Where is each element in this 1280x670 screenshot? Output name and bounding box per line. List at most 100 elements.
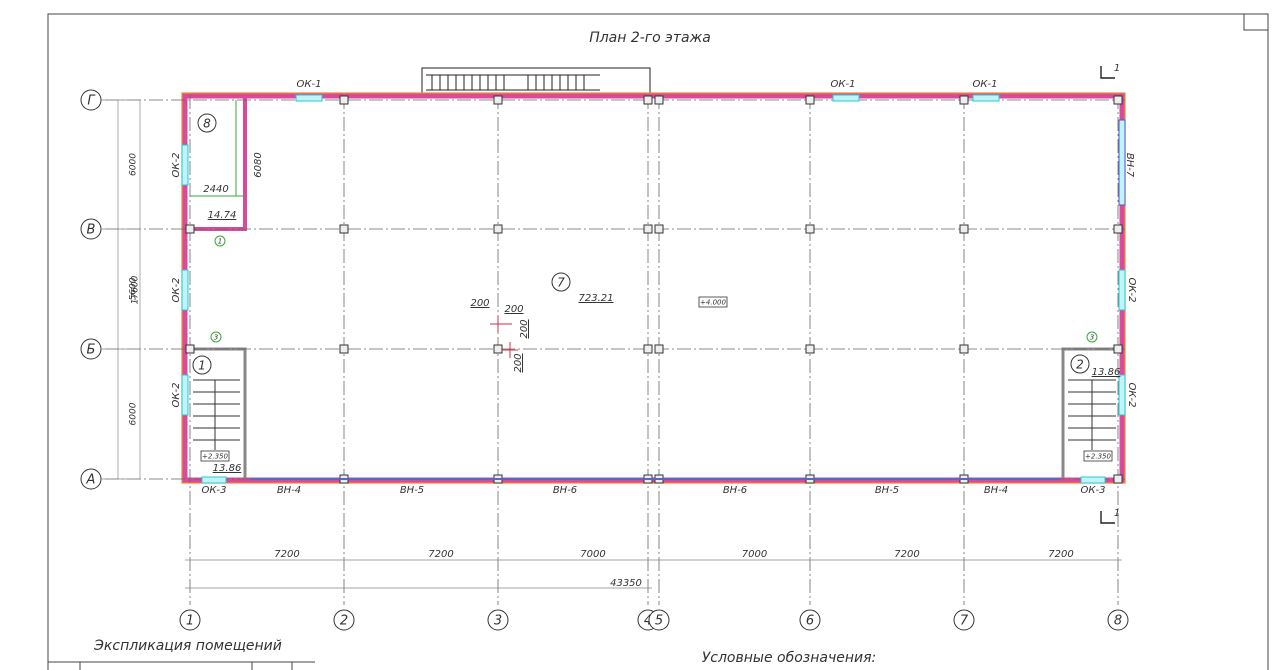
callout-label: 3 xyxy=(214,334,218,342)
column xyxy=(654,95,664,105)
column xyxy=(339,344,349,354)
outer-wall xyxy=(182,93,1125,483)
legend-title: Условные обозначения: xyxy=(702,650,876,666)
axis-label: 7 xyxy=(960,614,969,629)
dim-text: 5600 xyxy=(129,277,139,300)
column xyxy=(959,344,969,354)
marker-lines xyxy=(490,316,518,358)
window xyxy=(1080,476,1106,484)
window xyxy=(1118,119,1126,206)
opening-label: ОК-2 xyxy=(1126,278,1137,303)
opening-label: ВН-7 xyxy=(1124,153,1135,178)
marker-dim: 200 xyxy=(519,319,530,338)
opening-label: ОК-2 xyxy=(1126,383,1137,408)
axis-label: 3 xyxy=(494,614,502,629)
opening-label: ОК-2 xyxy=(171,153,182,178)
room-number: 2 xyxy=(1076,358,1084,372)
room-area: 13.86 xyxy=(213,463,242,474)
explication-title: Экспликация помещений xyxy=(93,638,282,654)
room-number: 8 xyxy=(203,117,211,131)
axis-bubble xyxy=(1107,609,1129,631)
level-box xyxy=(200,450,230,462)
column xyxy=(959,224,969,234)
dim-text: 6000 xyxy=(129,153,139,176)
column xyxy=(959,95,969,105)
window xyxy=(201,476,227,484)
dim-text: 6000 xyxy=(129,402,139,425)
stairs-top xyxy=(421,67,651,95)
level-mark: +4.000 xyxy=(700,299,726,307)
column xyxy=(805,344,815,354)
level-mark: +2.350 xyxy=(202,453,228,461)
column xyxy=(805,95,815,105)
callout-label: 1 xyxy=(218,238,222,246)
opening-label: ОК-1 xyxy=(831,79,856,90)
column xyxy=(805,224,815,234)
window xyxy=(832,94,860,102)
dim-text: 7200 xyxy=(1048,549,1073,560)
window xyxy=(181,144,189,186)
axis-label: 4 xyxy=(644,614,652,629)
column xyxy=(339,224,349,234)
opening-label: ВН-4 xyxy=(984,485,1008,496)
column xyxy=(185,224,195,234)
column xyxy=(493,95,503,105)
column xyxy=(643,344,653,354)
window xyxy=(972,94,1000,102)
column xyxy=(1113,224,1123,234)
column xyxy=(493,344,503,354)
opening-label: ВН-5 xyxy=(875,485,899,496)
opening-label: ОК-3 xyxy=(202,485,227,496)
column xyxy=(654,224,664,234)
dim-text: 7000 xyxy=(580,549,605,560)
room-bubble xyxy=(1070,354,1090,374)
marker-dim: 200 xyxy=(504,304,523,315)
opening-label: ОК-3 xyxy=(1081,485,1106,496)
callout-label: 3 xyxy=(1090,334,1094,342)
window xyxy=(1118,374,1126,416)
total-height-dim: 17600 xyxy=(131,275,141,304)
room-number: 7 xyxy=(557,276,565,290)
dim-text: 7200 xyxy=(894,549,919,560)
opening-label: ОК-2 xyxy=(171,278,182,303)
window xyxy=(1118,269,1126,311)
window xyxy=(295,94,323,102)
column xyxy=(185,344,195,354)
opening-label: ВН-5 xyxy=(400,485,424,496)
opening-label: ВН-6 xyxy=(553,485,577,496)
dim-text: 7000 xyxy=(742,549,767,560)
callout xyxy=(1086,331,1098,343)
level-box xyxy=(698,296,728,308)
column xyxy=(1113,95,1123,105)
dim-text: 6080 xyxy=(253,152,264,177)
column xyxy=(654,344,664,354)
explication-table xyxy=(48,661,315,670)
opening-label: ВН-4 xyxy=(277,485,301,496)
axis-label: Г xyxy=(87,94,96,109)
axis-bubble xyxy=(179,609,201,631)
plan-title: План 2-го этажа xyxy=(589,30,711,46)
window xyxy=(181,374,189,416)
stair-flights xyxy=(193,379,1116,450)
room-number: 1 xyxy=(198,359,206,373)
section-label: 1 xyxy=(1114,63,1120,74)
column xyxy=(493,224,503,234)
axis-label: 8 xyxy=(1114,614,1122,629)
section-label: 1 xyxy=(1114,508,1120,519)
dim-text: 7200 xyxy=(428,549,453,560)
axis-label: 5 xyxy=(655,614,663,629)
axis-bubble xyxy=(799,609,821,631)
axis-label: 2 xyxy=(340,614,348,629)
sheet-frame xyxy=(47,13,1269,670)
wall-edge xyxy=(181,92,1126,484)
section-cut xyxy=(1100,511,1115,524)
column xyxy=(643,95,653,105)
room-area: 723.21 xyxy=(579,293,614,304)
axis-bubble xyxy=(487,609,509,631)
axis-bubble xyxy=(953,609,975,631)
column xyxy=(339,95,349,105)
marker-dim: 200 xyxy=(470,298,489,309)
level-box xyxy=(1083,450,1113,462)
axis-label: 1 xyxy=(186,614,194,629)
dim-text: 43350 xyxy=(610,578,642,589)
